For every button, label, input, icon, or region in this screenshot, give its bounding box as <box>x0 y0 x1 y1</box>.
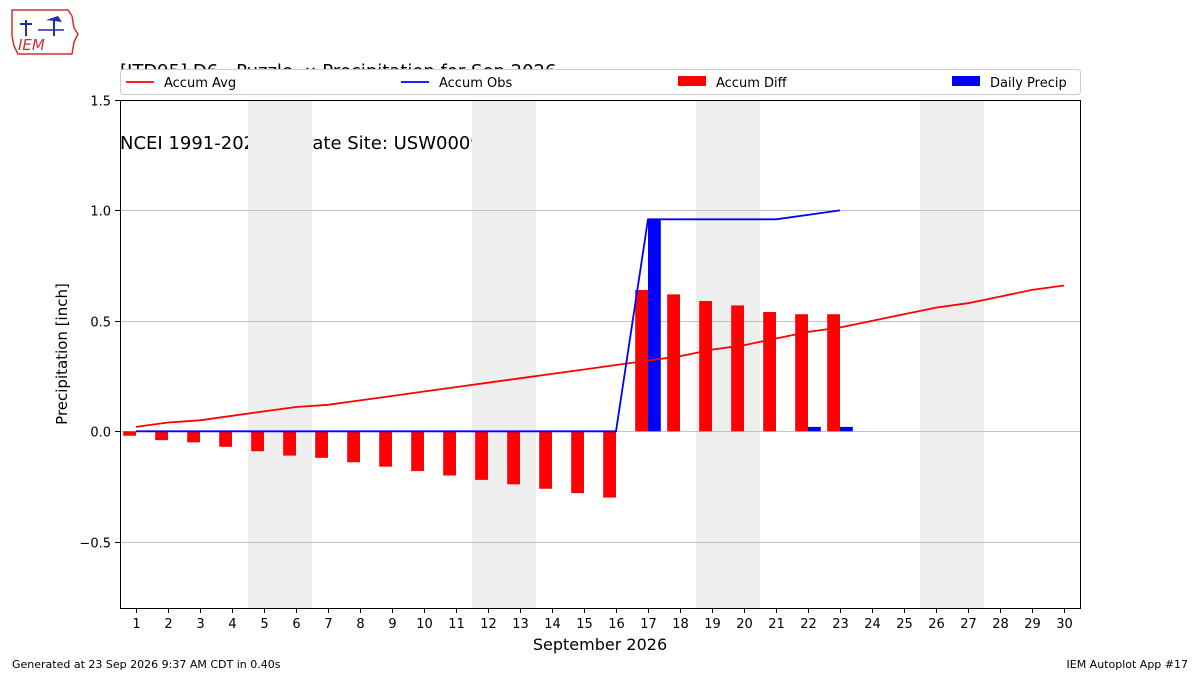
diff-bar <box>603 431 616 498</box>
legend-box <box>120 69 1081 95</box>
diff-bar <box>283 431 296 456</box>
legend-label: Accum Diff <box>716 76 788 91</box>
x-tick-label: 10 <box>416 617 433 632</box>
x-tick-label: 27 <box>960 617 977 632</box>
x-tick-label: 23 <box>832 617 849 632</box>
accum-avg-line <box>135 284 1065 428</box>
x-tick-label: 1 <box>132 617 140 632</box>
x-tick-label: 14 <box>544 617 561 632</box>
plot-frame <box>120 100 1081 609</box>
weekend-band <box>952 100 984 608</box>
x-tick-label: 24 <box>864 617 881 632</box>
x-tick-label: 9 <box>388 617 396 632</box>
x-tick-label: 4 <box>228 617 236 632</box>
diff-bar <box>187 431 200 443</box>
daily-precip-bar <box>840 426 853 432</box>
y-tick-label: 1.0 <box>90 205 111 220</box>
x-tick-label: 5 <box>260 617 268 632</box>
weekend-band <box>920 100 952 608</box>
x-tick-label: 3 <box>196 617 204 632</box>
x-tick-label: 19 <box>704 617 721 632</box>
legend-label: Accum Obs <box>439 76 512 91</box>
y-tick-label: −0.5 <box>79 537 111 552</box>
weekend-band <box>504 100 536 608</box>
weekend-band <box>472 100 504 608</box>
diff-bar <box>539 431 552 489</box>
x-tick-label: 7 <box>324 617 332 632</box>
legend: Accum Avg Accum Obs Accum Diff Daily Precip <box>120 69 1081 95</box>
app-note: IEM Autoplot App #17 <box>1066 658 1189 671</box>
diff-bar <box>123 431 136 436</box>
x-tick-label: 15 <box>576 617 593 632</box>
x-tick-label: 28 <box>992 617 1009 632</box>
x-tick-label: 12 <box>480 617 497 632</box>
diff-bar <box>699 300 712 432</box>
x-tick-label: 18 <box>672 617 689 632</box>
diff-bar <box>155 431 168 441</box>
diff-bar <box>219 431 232 447</box>
legend-label: Accum Avg <box>164 76 236 91</box>
generated-note: Generated at 23 Sep 2026 9:37 AM CDT in … <box>12 658 281 671</box>
diff-bar <box>379 431 392 467</box>
diff-bar <box>731 305 744 432</box>
x-tick-label: 30 <box>1056 617 1073 632</box>
diff-bar <box>347 431 360 463</box>
daily-precip-bar <box>808 426 821 432</box>
x-tick-label: 20 <box>736 617 753 632</box>
x-tick-label: 13 <box>512 617 529 632</box>
x-tick-label: 16 <box>608 617 625 632</box>
x-tick-label: 21 <box>768 617 785 632</box>
x-tick-label: 26 <box>928 617 945 632</box>
y-axis-label: Precipitation [inch] <box>53 283 71 425</box>
x-tick-label: 6 <box>292 617 300 632</box>
x-tick-label: 2 <box>164 617 172 632</box>
y-tick-label: 0.5 <box>90 316 111 331</box>
iem-logo: IEM <box>11 9 79 55</box>
y-tick-label: 1.5 <box>90 95 111 110</box>
diff-bar <box>475 431 488 480</box>
legend-bar-swatch <box>678 76 706 86</box>
x-tick-label: 25 <box>896 617 913 632</box>
diff-bar <box>667 294 680 432</box>
accum-obs-line <box>136 209 841 433</box>
diff-bar <box>443 431 456 476</box>
diff-bar <box>411 431 424 472</box>
weekend-band <box>248 100 280 608</box>
diff-bar <box>795 314 808 432</box>
x-tick-label: 17 <box>640 617 657 632</box>
legend-bar-swatch <box>952 76 980 86</box>
diff-bar <box>507 431 520 485</box>
x-tick-label: 29 <box>1024 617 1041 632</box>
x-tick-label: 22 <box>800 617 817 632</box>
diff-bar <box>827 314 840 432</box>
diff-bar <box>571 431 584 494</box>
y-tick-label: 0.0 <box>90 426 111 441</box>
x-tick-label: 11 <box>448 617 465 632</box>
logo-text: IEM <box>18 36 45 54</box>
weekend-band <box>280 100 312 608</box>
diff-bar <box>763 312 776 432</box>
x-tick-label: 8 <box>356 617 364 632</box>
legend-label: Daily Precip <box>990 76 1067 91</box>
daily-precip-bar <box>648 219 661 432</box>
diff-bar <box>315 431 328 458</box>
diff-bar <box>251 431 264 452</box>
x-axis-label: September 2026 <box>533 635 667 654</box>
